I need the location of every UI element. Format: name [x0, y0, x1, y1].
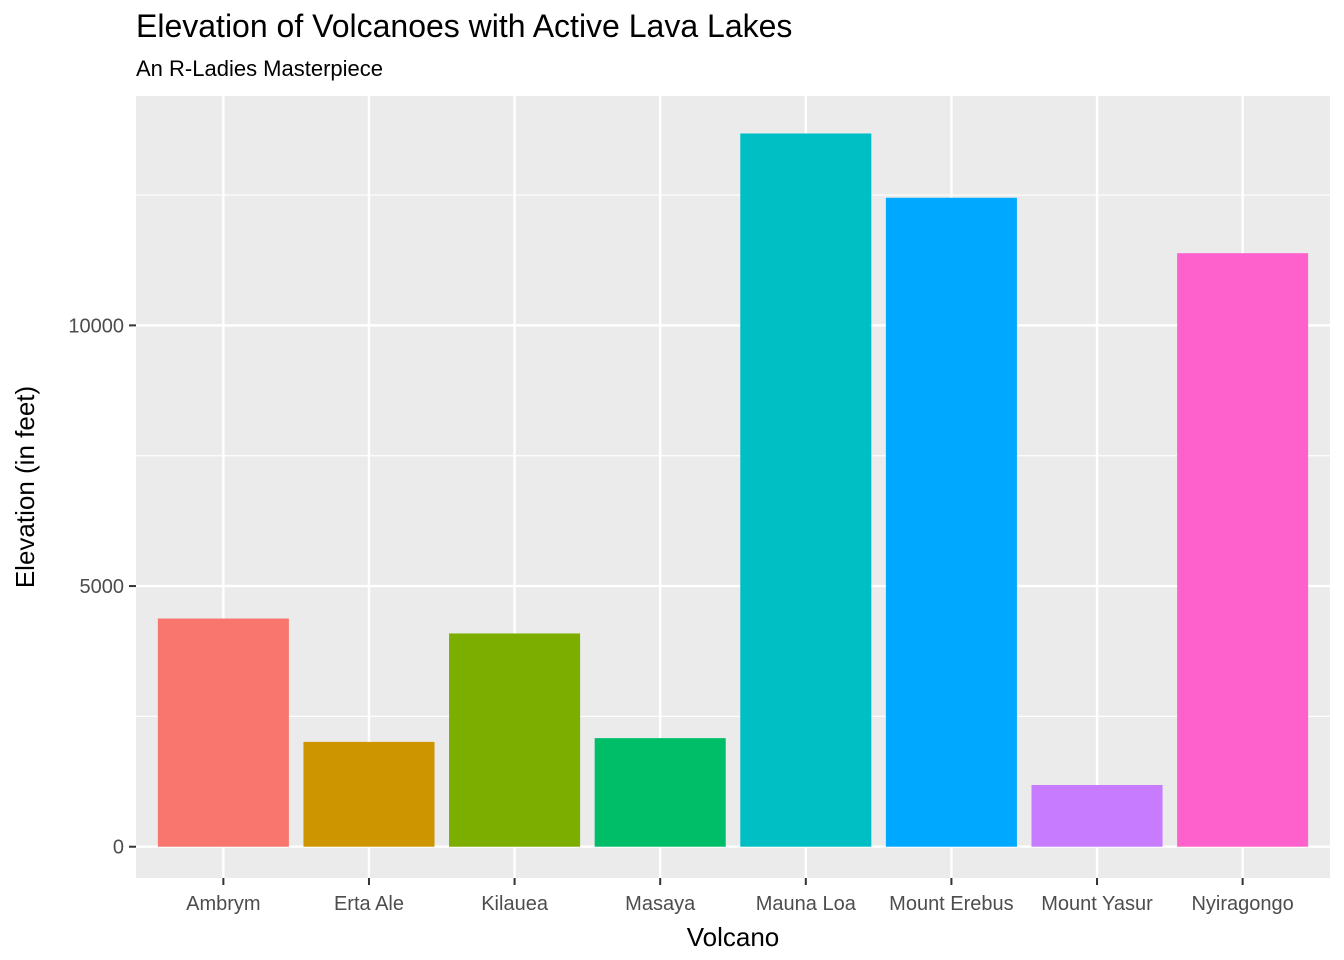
x-tick-label: Mount Yasur: [1041, 893, 1153, 915]
bar-mauna-loa: [740, 133, 872, 847]
y-tick-label: 0: [113, 837, 124, 859]
y-axis-title: Elevation (in feet): [10, 386, 40, 588]
y-tick-label: 5000: [80, 576, 125, 598]
x-tick-label: Ambrym: [186, 893, 260, 915]
bar-mount-yasur: [1031, 784, 1163, 847]
x-tick-label: Mount Erebus: [889, 893, 1014, 915]
y-axis: 0 5000 10000: [68, 315, 136, 859]
x-axis: Ambrym Erta Ale Kilauea Masaya Mauna Loa Moun…: [186, 878, 1294, 915]
x-tick-label: Nyiragongo: [1191, 893, 1293, 915]
x-axis-title: Volcano: [687, 922, 780, 952]
chart-subtitle: An R-Ladies Masterpiece: [136, 56, 384, 81]
x-tick-label: Mauna Loa: [756, 893, 857, 915]
x-tick-label: Masaya: [625, 893, 696, 915]
bar-nyiragongo: [1177, 253, 1309, 847]
chart-title: Elevation of Volcanoes with Active Lava …: [136, 8, 793, 44]
grid-minor: [136, 194, 1330, 717]
y-tick-label: 10000: [68, 315, 124, 337]
bar-kilauea: [449, 633, 581, 847]
bar-mount-erebus: [885, 197, 1017, 847]
bar-erta-ale: [303, 741, 435, 847]
bar-ambrym: [157, 618, 289, 847]
x-tick-label: Erta Ale: [334, 893, 404, 915]
bar-masaya: [594, 738, 726, 847]
x-tick-label: Kilauea: [481, 893, 549, 915]
bars: [157, 133, 1309, 847]
